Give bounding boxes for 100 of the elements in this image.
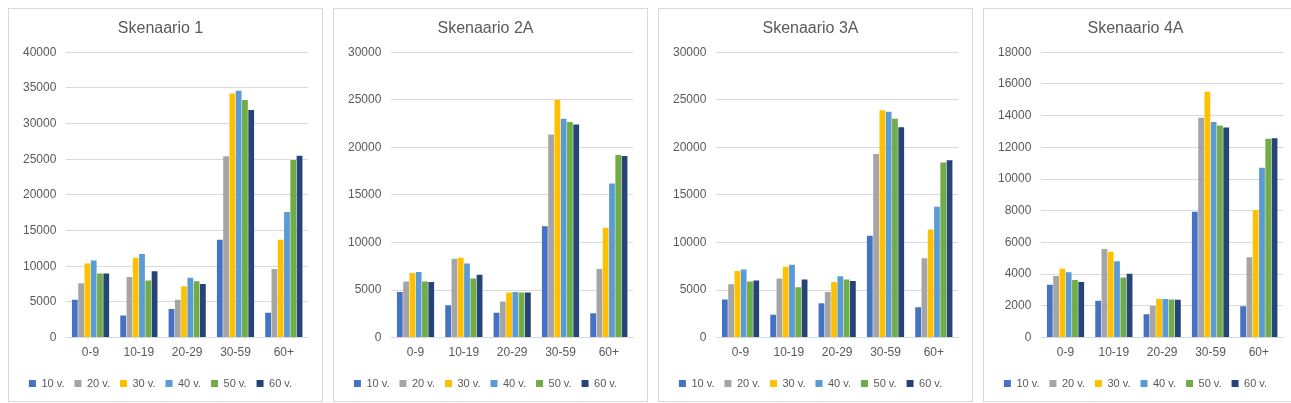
y-tick-label: 0 [374,329,382,344]
chart-title: Skenaario 1 [117,19,204,37]
chart-title: Skenaario 4A [1087,19,1184,37]
bar [1072,279,1078,338]
bar [97,273,103,338]
legend-label: 10 v. [366,376,390,389]
bar [229,93,236,338]
bar [915,307,922,338]
y-tick-label: 15000 [347,187,382,202]
y-tick-label: 30000 [347,44,382,59]
bar [242,100,248,338]
y-tick-label: 2000 [1004,298,1032,313]
y-tick-label: 10000 [997,171,1032,186]
bar [548,134,554,338]
y-tick-label: 16000 [997,76,1032,91]
x-tick-label: 30-59 [220,345,252,360]
y-tick-label: 15000 [672,187,707,202]
y-tick-label: 30000 [22,115,57,130]
y-tick-label: 15000 [22,222,57,237]
y-tick-label: 6000 [1004,234,1032,249]
chart-title: Skenaario 2A [437,19,534,37]
legend-label: 20 v. [411,376,435,389]
bar [940,162,947,338]
bar [265,312,272,338]
bar [1107,251,1114,338]
legend-label: 40 v. [503,376,527,389]
x-tick-label: 60+ [273,345,295,360]
bar [554,99,561,338]
y-tick-label: 14000 [997,107,1032,122]
bar [235,90,242,338]
y-tick-label: 0 [49,329,57,344]
legend-label: 20 v. [86,376,110,389]
x-tick-label: 30-59 [1195,345,1227,360]
y-tick-label: 25000 [22,151,57,166]
bar [1240,306,1247,338]
bar [892,118,898,338]
bar [590,313,597,338]
y-tick-label: 0 [1024,329,1032,344]
bar [789,264,795,338]
bar [1210,121,1217,338]
bar [464,263,470,338]
legend-label: 60 v. [594,376,618,389]
bar [422,281,428,338]
bar [470,278,477,338]
x-tick-label: 30-59 [870,345,902,360]
bar [560,118,567,338]
legend-label: 30 v. [132,376,156,389]
legend-label: 20 v. [1061,376,1085,389]
legend-label: 40 v. [828,376,852,389]
bar [506,292,512,338]
x-tick-label: 10-19 [1098,345,1130,360]
x-tick-label: 60+ [923,345,945,360]
bar [132,257,139,338]
legend-label: 10 v. [691,376,715,389]
bar [1095,300,1102,338]
bar [866,235,873,338]
bar [1156,299,1162,338]
bar [1198,117,1204,338]
legend-label: 30 v. [1107,376,1131,389]
bar [567,122,573,338]
bar [770,314,777,338]
bar [187,277,194,338]
bar [139,254,145,338]
bar [837,276,844,338]
bar [145,280,152,338]
x-tick-label: 10-19 [773,345,805,360]
bar [1204,91,1211,338]
y-tick-label: 4000 [1004,266,1032,281]
bar [248,109,255,338]
bar [396,291,403,338]
bar [609,183,615,338]
y-tick-label: 5000 [354,282,382,297]
bar [200,284,206,338]
y-tick-label: 30000 [672,44,707,59]
bar [1223,127,1230,338]
y-tick-label: 10000 [22,258,57,273]
legend-label: 20 v. [736,376,760,389]
x-tick-label: 0-9 [731,345,750,360]
x-tick-label: 30-59 [545,345,577,360]
bar [284,212,290,338]
y-tick-label: 8000 [1004,203,1032,218]
bar [602,227,609,338]
bar [879,110,886,338]
bar [753,280,760,338]
bar [216,239,223,338]
y-tick-label: 10000 [672,234,707,249]
bar [525,292,531,338]
bar [90,260,97,338]
bar [721,299,728,338]
legend-label: 60 v. [919,376,943,389]
bar [181,286,187,338]
bar [78,283,84,338]
bar [1046,284,1053,338]
bar [615,154,622,338]
x-tick-label: 10-19 [123,345,155,360]
bar [277,239,284,338]
legend-label: 30 v. [782,376,806,389]
bar [499,301,506,338]
bar [927,229,934,338]
legend-label: 10 v. [41,376,65,389]
